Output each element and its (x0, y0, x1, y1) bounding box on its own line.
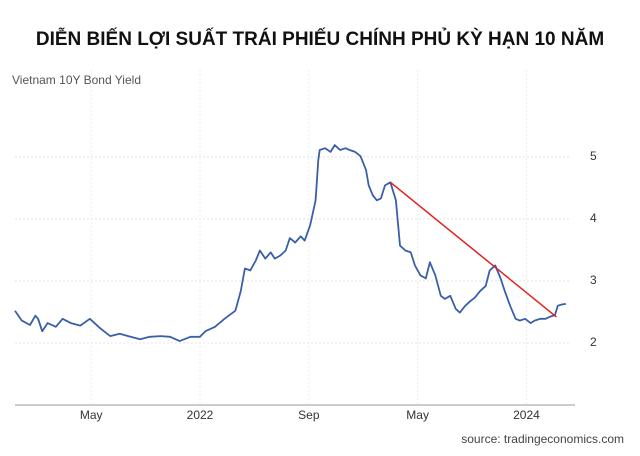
source-note: source: tradingeconomics.com (461, 432, 624, 446)
y-tick-label: 4 (590, 211, 597, 225)
x-tick-label: 2024 (513, 408, 540, 422)
y-tick-label: 5 (590, 149, 597, 163)
chart-subtitle: Vietnam 10Y Bond Yield (12, 73, 141, 87)
data-line (14, 144, 567, 342)
x-tick-label: May (406, 408, 429, 422)
x-tick-label: 2022 (187, 408, 214, 422)
trend-line (389, 181, 557, 318)
x-tick-label: May (80, 408, 103, 422)
y-tick-label: 3 (590, 273, 597, 287)
x-tick-label: Sep (298, 408, 320, 422)
y-tick-label: 2 (590, 335, 597, 349)
chart-title: DIỄN BIẾN LỢI SUẤT TRÁI PHIẾU CHÍNH PHỦ … (36, 28, 604, 50)
